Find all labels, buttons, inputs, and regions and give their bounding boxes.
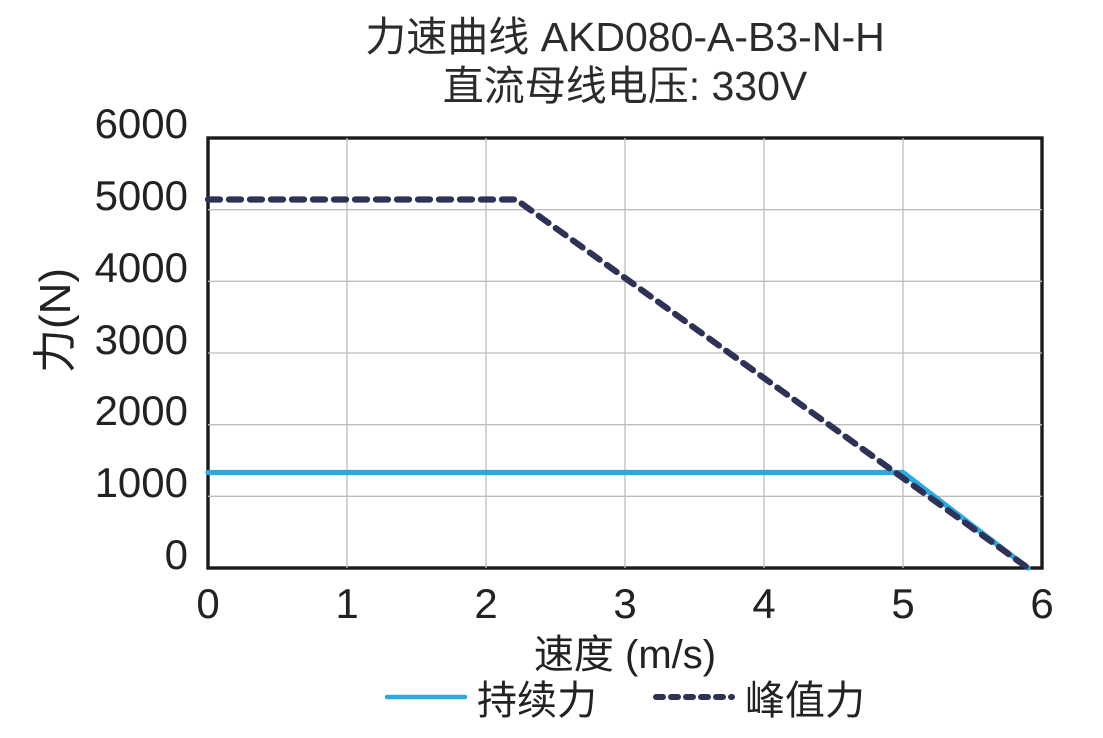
- svg-text:2: 2: [474, 580, 497, 627]
- svg-text:1000: 1000: [95, 459, 188, 506]
- svg-text:4000: 4000: [95, 244, 188, 291]
- svg-text:6: 6: [1030, 580, 1053, 627]
- svg-text:4: 4: [752, 580, 775, 627]
- svg-text:0: 0: [196, 580, 219, 627]
- svg-text:3000: 3000: [95, 316, 188, 363]
- svg-text:5000: 5000: [95, 172, 188, 219]
- svg-text:5: 5: [891, 580, 914, 627]
- svg-text:2000: 2000: [95, 387, 188, 434]
- svg-text:6000: 6000: [95, 100, 188, 147]
- svg-text:3: 3: [613, 580, 636, 627]
- svg-text:1: 1: [335, 580, 358, 627]
- svg-text:0: 0: [165, 531, 188, 578]
